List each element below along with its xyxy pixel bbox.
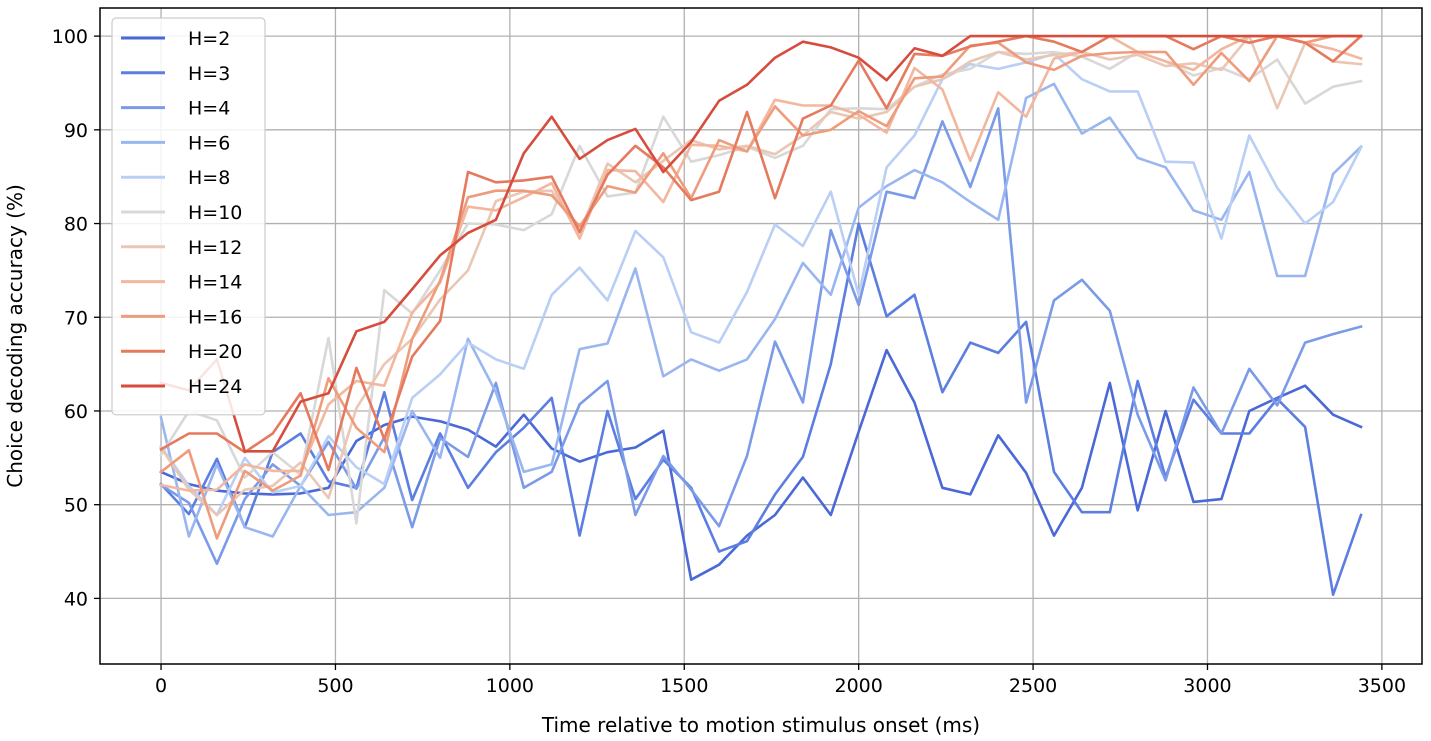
y-axis-ticks: 40 50 60 70 80 90 100: [52, 26, 100, 610]
legend-label: H=2: [188, 28, 230, 50]
y-tick-label: 50: [64, 495, 88, 517]
y-axis-label: Choice decoding accuracy (%): [3, 184, 27, 488]
y-tick-label: 80: [64, 214, 88, 236]
series-line-h-12: [159, 34, 1363, 517]
legend-label: H=20: [188, 341, 242, 363]
series-line-h-20: [159, 34, 1363, 472]
legend-label: H=14: [188, 272, 242, 294]
x-tick-label: 1500: [660, 675, 708, 697]
y-tick-label: 70: [64, 307, 88, 329]
x-axis-ticks: 0 500 1000 1500 2000 2500 3000 3500: [155, 664, 1406, 697]
x-tick-label: 500: [317, 675, 353, 697]
y-tick-label: 100: [52, 26, 88, 48]
x-tick-label: 2500: [1009, 675, 1057, 697]
x-tick-label: 0: [155, 675, 167, 697]
legend-label: H=8: [188, 167, 230, 189]
plot-frame: [99, 7, 1423, 665]
x-tick-label: 3000: [1183, 675, 1231, 697]
series-line-h-4: [159, 107, 1363, 566]
legend-label: H=16: [188, 306, 242, 328]
series-line-h-24: [159, 34, 1363, 453]
y-tick-label: 40: [64, 588, 88, 610]
legend-label: H=4: [188, 98, 230, 120]
grid-lines: [100, 8, 1422, 664]
series-line-h-8: [159, 52, 1363, 517]
legend-label: H=3: [188, 63, 230, 85]
legend-label: H=10: [188, 202, 242, 224]
series-line-h-16: [159, 34, 1363, 540]
y-tick-label: 60: [64, 401, 88, 423]
x-tick-label: 1000: [486, 675, 534, 697]
legend-label: H=12: [188, 237, 242, 259]
series-line-h-10: [159, 50, 1363, 525]
x-tick-label: 3500: [1358, 675, 1406, 697]
series-line-h-6: [159, 82, 1363, 538]
series-lines: [159, 34, 1363, 597]
x-tick-label: 2000: [834, 675, 882, 697]
series-line-h-2: [159, 348, 1363, 582]
legend: H=2 H=3 H=4 H=6 H=8 H=10 H=12 H=14 H=16 H=20 H=24: [111, 17, 266, 416]
series-line-h-3: [159, 222, 1363, 597]
x-axis-label: Time relative to motion stimulus onset (…: [541, 713, 980, 737]
legend-label: H=24: [188, 376, 242, 398]
legend-label: H=6: [188, 132, 230, 154]
y-tick-label: 90: [64, 120, 88, 142]
